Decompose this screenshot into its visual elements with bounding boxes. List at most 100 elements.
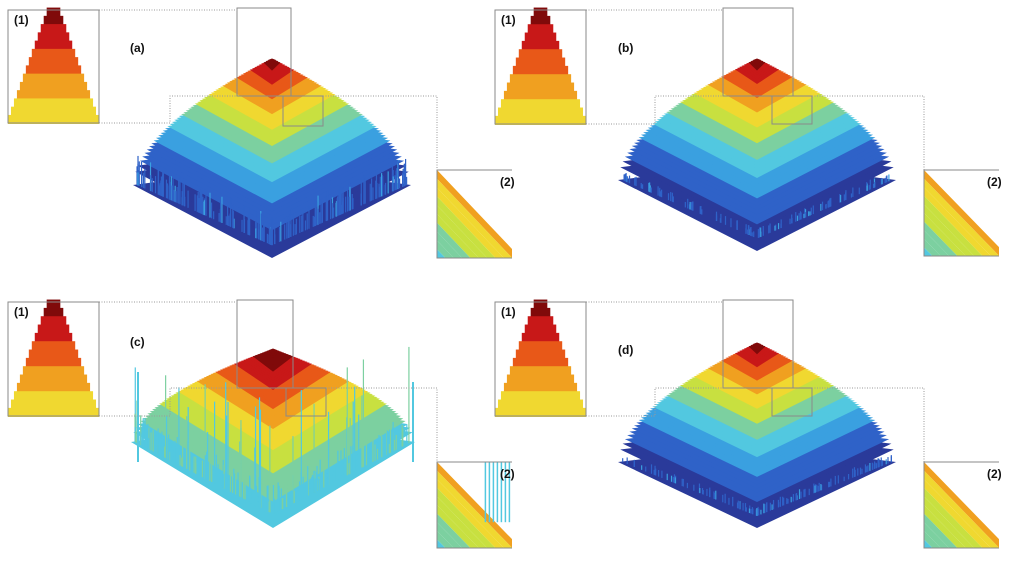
inset-band (495, 407, 586, 417)
inset-band (509, 366, 572, 376)
inset-band (28, 57, 79, 67)
inset-edge-label: (2) (500, 467, 515, 481)
inset-edge (923, 461, 999, 549)
panel-c: (c) (1) (2) (0, 292, 515, 572)
inset-peak (494, 7, 587, 125)
panel-a-mesh (133, 58, 411, 258)
inset-band (500, 99, 581, 109)
inset-band (40, 316, 67, 326)
inset-band (495, 115, 586, 125)
inset-band (16, 382, 91, 393)
edge-zoom-frame (771, 387, 813, 417)
panel-c-mesh (131, 346, 415, 528)
inset-band (437, 487, 496, 548)
inset-band (437, 170, 512, 258)
inset-band (512, 65, 569, 76)
panel-label: (a) (130, 41, 145, 55)
inset-frame (494, 9, 587, 125)
inset-band (924, 195, 983, 256)
inset-band (31, 341, 76, 351)
inset-band (506, 82, 575, 92)
leader-line-1b (586, 387, 723, 417)
inset-band (34, 40, 73, 50)
leader-line-1b (586, 95, 723, 125)
inset-frame (7, 9, 100, 124)
inset-band (500, 391, 581, 401)
inset-band (437, 240, 454, 258)
inset-band (13, 391, 94, 401)
inset-edge-label: (2) (500, 175, 515, 189)
inset-band (533, 7, 548, 17)
inset-band (924, 170, 999, 256)
panel-d: (d) (1) (2) (487, 292, 1002, 572)
inset-band (924, 470, 999, 548)
inset-band (10, 106, 97, 116)
inset-frame (923, 169, 999, 257)
panel-b-mesh (618, 58, 896, 251)
inset-band (31, 48, 76, 58)
inset-peak (7, 299, 100, 417)
inset-band (40, 24, 67, 34)
inset-edge (436, 169, 512, 259)
inset-band (924, 496, 975, 548)
inset-band (509, 74, 572, 84)
inset-band (924, 221, 958, 256)
inset-band (530, 15, 551, 26)
inset-band (22, 366, 85, 376)
inset-band (924, 204, 975, 256)
inset-band (16, 90, 91, 100)
inset-band (37, 32, 70, 42)
inset-band (437, 249, 446, 258)
inset-band (43, 307, 64, 318)
inset-band (527, 24, 554, 34)
panel-d-graphics (494, 299, 999, 549)
inset-band (497, 107, 584, 117)
inset-band (46, 7, 61, 17)
inset-band (515, 349, 566, 359)
inset-peak-label: (1) (501, 13, 516, 27)
inset-band (497, 399, 584, 409)
inset-peak-label: (1) (14, 305, 29, 319)
inset-edge-label: (2) (987, 467, 1002, 481)
inset-band (19, 81, 88, 91)
inset-band (437, 196, 496, 258)
inset-band (34, 332, 73, 343)
inset-frame (494, 301, 587, 417)
inset-band (518, 341, 563, 351)
inset-band (43, 15, 64, 25)
inset-band (437, 178, 512, 258)
inset-band (13, 98, 94, 108)
inset-frame (436, 461, 512, 549)
inset-band (22, 73, 85, 83)
surface-ring (268, 58, 276, 66)
edge-zoom-frame (282, 95, 324, 127)
inset-peak-label: (1) (14, 13, 29, 27)
surface-ring (269, 348, 277, 356)
inset-peak (494, 299, 587, 417)
inset-band (924, 462, 999, 548)
inset-band (503, 90, 578, 101)
peak-zoom-frame (722, 7, 794, 97)
peak-zoom-frame (722, 299, 794, 389)
inset-band (437, 505, 479, 548)
inset-band (437, 214, 479, 258)
inset-band (437, 205, 488, 258)
inset-band (25, 65, 82, 75)
panel-label: (b) (618, 41, 634, 55)
inset-frame (436, 169, 512, 259)
inset-band (512, 357, 569, 368)
inset-edge-label: (2) (987, 175, 1002, 189)
panel-label: (c) (130, 335, 145, 349)
inset-band (437, 187, 504, 258)
surface-ring (753, 342, 761, 350)
inset-peak-label: (1) (501, 305, 516, 319)
inset-band (10, 399, 97, 409)
leader-line-2 (326, 387, 438, 462)
inset-band (437, 231, 463, 258)
inset-band (524, 324, 557, 334)
peak-zoom-frame (236, 7, 292, 97)
inset-band (437, 470, 512, 548)
inset-band (521, 332, 560, 343)
inset-band (437, 222, 471, 258)
inset-band (521, 40, 560, 51)
